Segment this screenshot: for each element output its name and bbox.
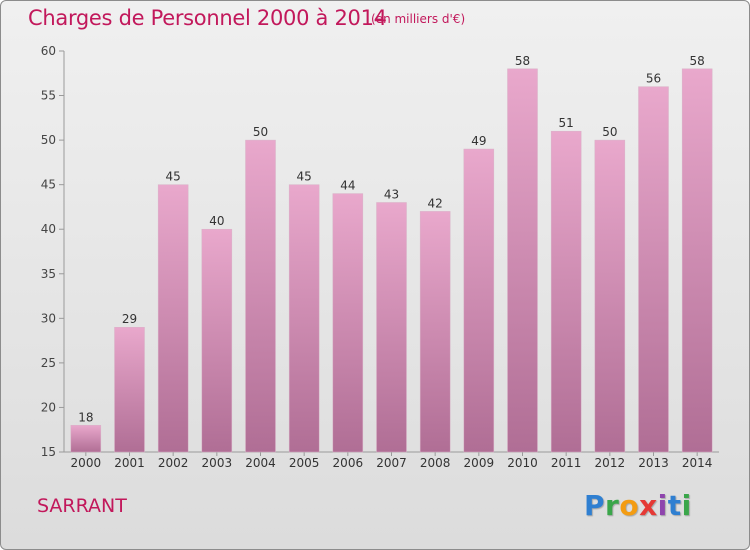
x-tick-label-2011: 2011 (551, 456, 582, 470)
axes: 15 20 25 30 35 40 45 50 55 60 2000 2001 2002 2003 2004… (41, 44, 719, 470)
data-label-2009: 49 (471, 134, 486, 148)
x-tick-label-2013: 2013 (638, 456, 669, 470)
chart-subtitle: (en milliers d'€) (371, 12, 466, 26)
data-label-2005: 45 (297, 170, 312, 184)
data-label-2010: 58 (515, 54, 530, 68)
proxiti-logo[interactable]: Proxiti (584, 489, 692, 522)
x-tick-label-2008: 2008 (420, 456, 451, 470)
bar-2007 (376, 202, 407, 453)
x-tick-label-2006: 2006 (333, 456, 364, 470)
bar-2004 (245, 139, 276, 453)
x-tick-label-2004: 2004 (245, 456, 276, 470)
y-tick-label: 20 (41, 400, 56, 414)
bar-2000 (70, 425, 102, 453)
bar-2009 (463, 148, 495, 453)
x-tick-label-2014: 2014 (682, 456, 713, 470)
data-label-2000: 18 (78, 410, 93, 424)
x-tick-label-2001: 2001 (114, 456, 145, 470)
y-tick-label: 55 (41, 89, 56, 103)
x-tick-label-2003: 2003 (202, 456, 233, 470)
bar-2001 (114, 326, 145, 453)
data-label-2011: 51 (559, 116, 574, 130)
data-label-2013: 56 (646, 72, 661, 86)
y-tick-label: 35 (41, 267, 56, 281)
bar-2002 (157, 184, 189, 453)
bar-2008 (419, 211, 451, 453)
x-tick-label-2005: 2005 (289, 456, 320, 470)
data-label-2003: 40 (209, 214, 224, 228)
commune-name: SARRANT (37, 495, 127, 517)
x-tick-label-2007: 2007 (376, 456, 407, 470)
y-tick-label: 45 (41, 178, 56, 192)
bar-2010 (507, 68, 538, 453)
x-tick-label-2010: 2010 (507, 456, 538, 470)
y-tick-label: 25 (41, 356, 56, 370)
data-label-2012: 50 (602, 125, 617, 139)
bar-2003 (201, 228, 233, 453)
data-label-2004: 50 (253, 125, 268, 139)
bar-2006 (332, 193, 364, 453)
y-tick-label: 50 (41, 133, 56, 147)
bar-2014 (681, 68, 713, 453)
x-tick-label-2002: 2002 (158, 456, 189, 470)
chart-title: Charges de Personnel 2000 à 2014 (28, 6, 387, 30)
data-label-2014: 58 (690, 54, 705, 68)
y-tick-label: 60 (41, 44, 56, 58)
y-tick-label: 15 (41, 445, 56, 459)
data-label-2001: 29 (122, 312, 137, 326)
bar-2012 (594, 139, 626, 453)
bar-2005 (288, 184, 320, 453)
x-tick-label-2000: 2000 (71, 456, 102, 470)
y-tick-label: 30 (41, 311, 56, 325)
data-label-2008: 42 (428, 196, 443, 210)
bars (70, 68, 713, 453)
data-label-2007: 43 (384, 187, 399, 201)
bar-2013 (638, 86, 669, 453)
bar-2011 (550, 130, 582, 453)
y-tick-label: 40 (41, 222, 56, 236)
data-label-2002: 45 (166, 170, 181, 184)
data-label-2006: 44 (340, 179, 355, 193)
x-tick-label-2012: 2012 (595, 456, 626, 470)
data-labels: 18 29 45 40 50 45 44 43 42 49 58 51 50 56 58 (78, 54, 705, 424)
x-tick-label-2009: 2009 (464, 456, 495, 470)
